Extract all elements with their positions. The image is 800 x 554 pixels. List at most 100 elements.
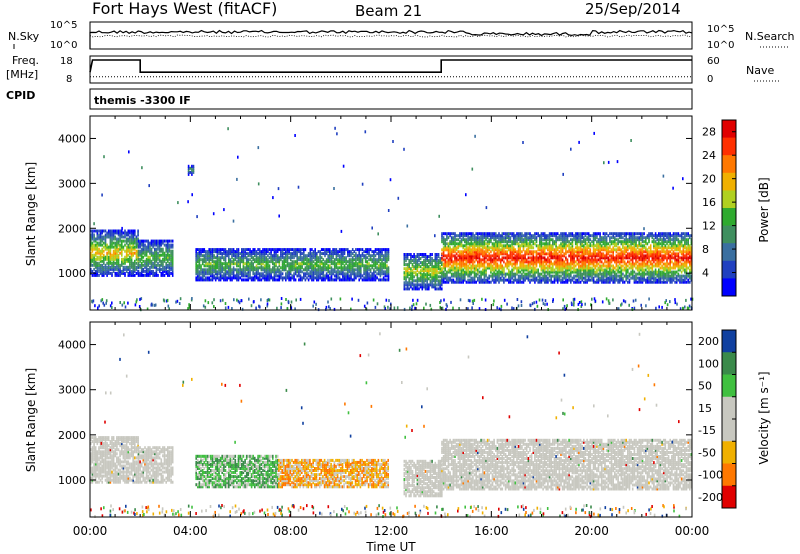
echo-cell (245, 252, 248, 256)
echo-cell (345, 266, 347, 270)
echo-cell (610, 268, 613, 272)
echo-cell (617, 232, 619, 236)
echo-cell (224, 268, 227, 272)
echo-cell (91, 257, 94, 261)
echo-cell (211, 260, 214, 264)
echo-cell (134, 267, 136, 271)
echo-cell (289, 248, 292, 252)
echo-cell (167, 241, 169, 245)
echo-cell (107, 249, 110, 253)
echo-cell (280, 248, 282, 252)
echo-cell (319, 256, 321, 260)
echo-cell (306, 262, 308, 266)
echo-cell (242, 256, 245, 260)
echo-cell (268, 278, 271, 282)
echo-cell (459, 250, 461, 254)
echo-cell (247, 254, 250, 258)
echo-cell (353, 254, 356, 258)
echo-cell (135, 255, 138, 259)
echo-cell (137, 263, 140, 267)
echo-cell (301, 262, 303, 266)
echo-cell (280, 266, 282, 270)
echo-cell (121, 269, 123, 273)
echo-cell (132, 247, 134, 251)
echo-cell (351, 260, 354, 264)
echo-cell (566, 234, 569, 238)
echo-cell (257, 260, 259, 264)
echo-cell (239, 276, 241, 280)
echo-cell (369, 274, 372, 278)
echo-cell (157, 253, 159, 257)
echo-cell (358, 248, 360, 252)
echo-cell (320, 262, 323, 266)
echo-cell (537, 232, 539, 236)
echo-cell (289, 266, 292, 270)
echo-cell (245, 278, 248, 282)
echo-cell (197, 260, 199, 264)
echo-cell (532, 240, 535, 244)
echo-cell (129, 235, 131, 239)
echo-cell (218, 264, 220, 268)
echo-cell (512, 232, 515, 236)
echo-cell (229, 250, 232, 254)
echo-cell (319, 252, 321, 256)
echo-cell (307, 272, 310, 276)
echo-cell (224, 254, 227, 258)
echo-cell (245, 248, 248, 252)
echo-cell (605, 264, 608, 268)
echo-cell (630, 232, 632, 236)
echo-cell (329, 266, 331, 270)
echo-cell (203, 278, 206, 282)
echo-cell (260, 272, 263, 276)
echo-cell (288, 276, 290, 280)
echo-cell (322, 262, 325, 266)
echo-cell (333, 252, 336, 256)
echo-cell (307, 274, 310, 278)
echo-cell (162, 263, 164, 267)
echo-cell (353, 250, 356, 254)
echo-cell (457, 238, 460, 242)
echo-cell (210, 264, 212, 268)
echo-cell (599, 276, 601, 280)
echo-cell (530, 266, 533, 270)
echo-cell (112, 263, 115, 267)
echo-cell (211, 274, 214, 278)
echo-cell (114, 251, 117, 255)
echo-cell (273, 268, 276, 272)
echo-cell (168, 261, 171, 265)
echo-cell (203, 260, 206, 264)
echo-cell (104, 257, 107, 261)
echo-cell (534, 250, 536, 254)
echo-cell (288, 272, 290, 276)
echo-cell (294, 252, 297, 256)
echo-cell (291, 262, 294, 266)
echo-cell (247, 274, 250, 278)
echo-cell (154, 239, 156, 243)
echo-cell (197, 252, 199, 256)
echo-cell (165, 257, 167, 261)
echo-cell (273, 254, 276, 258)
echo-cell (254, 252, 256, 256)
echo-cell (312, 264, 315, 268)
echo-cell (343, 256, 346, 260)
echo-cell (630, 258, 632, 262)
echo-cell (330, 266, 333, 270)
echo-cell (167, 259, 169, 263)
echo-cell (512, 272, 515, 276)
echo-cell (525, 264, 528, 268)
echo-cell (343, 250, 346, 254)
echo-cell (104, 271, 107, 275)
echo-cell (283, 260, 285, 264)
echo-cell (140, 253, 143, 257)
echo-cell (316, 278, 318, 282)
echo-cell (276, 270, 279, 274)
echo-cell (342, 278, 344, 282)
echo-cell (244, 268, 246, 272)
echo-cell (571, 270, 574, 274)
echo-cell (589, 238, 592, 242)
echo-cell (139, 259, 141, 263)
echo-cell (167, 269, 169, 273)
echo-cell (119, 243, 121, 247)
echo-cell (332, 252, 334, 256)
echo-cell (229, 272, 232, 276)
